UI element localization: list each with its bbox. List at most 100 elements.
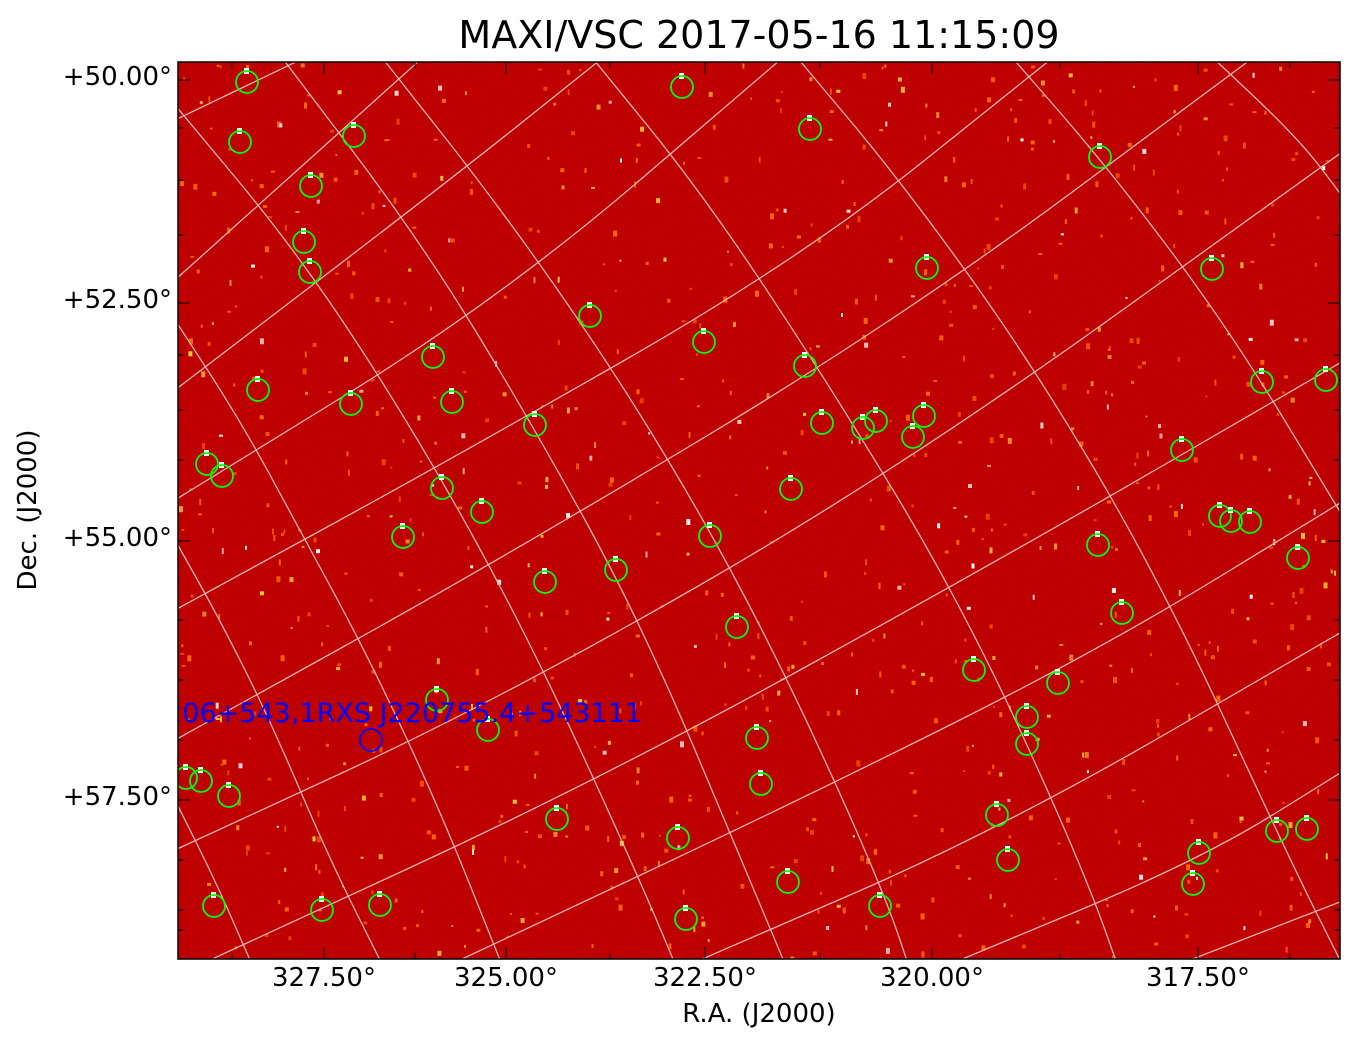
speckle [836, 89, 841, 93]
speckle [1109, 664, 1113, 667]
speckle [614, 289, 617, 292]
speckle [1142, 148, 1147, 154]
speckle [1115, 173, 1120, 179]
speckle [1021, 944, 1026, 949]
speckle [911, 680, 916, 685]
speckle [853, 202, 856, 207]
speckle [540, 534, 544, 538]
speckle [1086, 343, 1091, 350]
speckle [787, 666, 791, 672]
speckle [949, 310, 952, 313]
speckle [476, 928, 481, 932]
speckle [614, 868, 619, 874]
speckle [693, 725, 698, 732]
speckle [1317, 789, 1320, 795]
speckle [640, 126, 645, 132]
source-marker [692, 330, 716, 354]
speckle [1266, 762, 1270, 765]
speckle [989, 374, 994, 379]
speckle [438, 85, 443, 91]
speckle [1264, 110, 1267, 115]
speckle [1285, 946, 1288, 953]
speckle [846, 209, 851, 213]
source-marker [1238, 510, 1262, 534]
speckle [1093, 519, 1097, 522]
speckle [1091, 110, 1094, 116]
speckle [1224, 218, 1227, 225]
speckle [417, 415, 421, 421]
speckle [188, 351, 193, 357]
speckle [462, 286, 464, 292]
speckle [1145, 207, 1149, 214]
speckle [890, 689, 894, 694]
source-marker [1088, 145, 1112, 169]
speckle [701, 921, 706, 927]
speckle [911, 504, 914, 508]
speckle [434, 691, 439, 694]
speckle [1080, 680, 1084, 684]
speckle [545, 484, 549, 489]
speckle [883, 633, 886, 639]
speckle [399, 572, 404, 577]
speckle [810, 829, 815, 835]
speckle [1154, 942, 1159, 946]
speckle [820, 891, 822, 895]
speckle [312, 342, 317, 347]
speckle [1273, 232, 1276, 238]
speckle [701, 916, 705, 919]
speckle [998, 807, 1001, 811]
speckle [219, 65, 222, 69]
speckle [1295, 601, 1297, 604]
speckle [1295, 152, 1299, 156]
speckle [1106, 904, 1109, 908]
speckle [265, 852, 270, 855]
speckle [826, 926, 830, 930]
speckle [190, 594, 194, 598]
speckle [517, 481, 522, 485]
speckle [1203, 68, 1208, 72]
speckle [411, 797, 416, 802]
source-marker [698, 524, 722, 548]
speckle [874, 294, 877, 301]
speckle [354, 169, 359, 175]
y-tick-label: +55.00° [63, 523, 172, 553]
speckle [385, 139, 390, 141]
speckle [1057, 842, 1061, 845]
speckle [584, 700, 588, 706]
speckle [900, 236, 903, 241]
speckle [724, 662, 726, 669]
speckle [889, 420, 892, 423]
speckle [664, 848, 669, 853]
speckle [944, 176, 948, 183]
speckle [525, 830, 529, 833]
speckle [1197, 643, 1200, 646]
speckle [215, 718, 220, 720]
source-marker [298, 260, 322, 284]
speckle [999, 434, 1004, 438]
speckle [913, 454, 916, 458]
speckle [319, 172, 324, 178]
speckle [939, 335, 944, 341]
speckle [983, 248, 986, 254]
speckle [337, 663, 342, 667]
speckle [622, 835, 627, 839]
source-marker [430, 476, 454, 500]
speckle [1143, 857, 1148, 861]
speckle [325, 743, 329, 747]
speckle [768, 243, 773, 249]
speckle [528, 612, 531, 618]
speckle [688, 794, 692, 797]
speckle [1131, 380, 1135, 384]
speckle [970, 179, 973, 184]
speckle [656, 456, 660, 459]
source-marker [1015, 705, 1039, 729]
speckle [988, 286, 992, 290]
speckle [1240, 262, 1244, 269]
speckle [381, 407, 385, 410]
speckle [614, 897, 619, 901]
speckle [810, 223, 813, 227]
speckle [467, 546, 470, 550]
speckle [841, 313, 843, 317]
speckle [1114, 611, 1117, 618]
speckle [963, 770, 966, 773]
